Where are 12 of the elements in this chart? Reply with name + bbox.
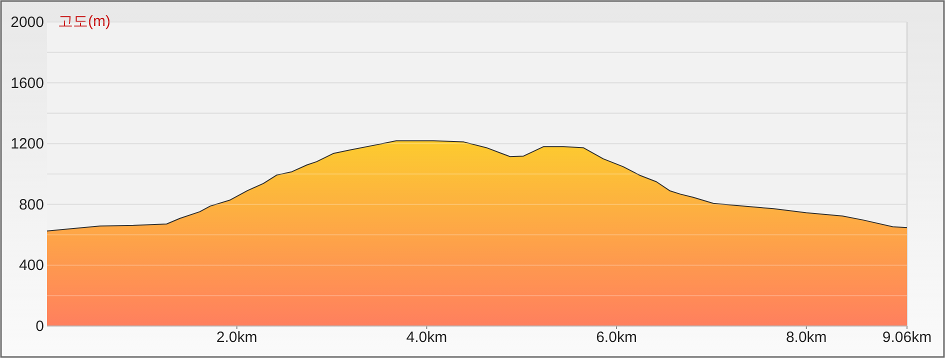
y-axis-title: 고도(m) [58,13,110,30]
x-tick-label: 9.06km [882,329,932,346]
x-tick-label: 6.0km [596,329,637,346]
y-tick-label: 1200 [10,136,44,153]
x-tick-label: 2.0km [216,329,258,346]
y-tick-label: 2000 [10,14,44,31]
y-tick-label: 1600 [10,74,44,92]
y-tick-label: 400 [18,257,44,274]
y-tick-label: 800 [18,196,44,214]
x-tick-label: 8.0km [786,329,827,346]
x-tick-label: 4.0km [406,329,448,346]
y-tick-label: 0 [36,318,44,335]
